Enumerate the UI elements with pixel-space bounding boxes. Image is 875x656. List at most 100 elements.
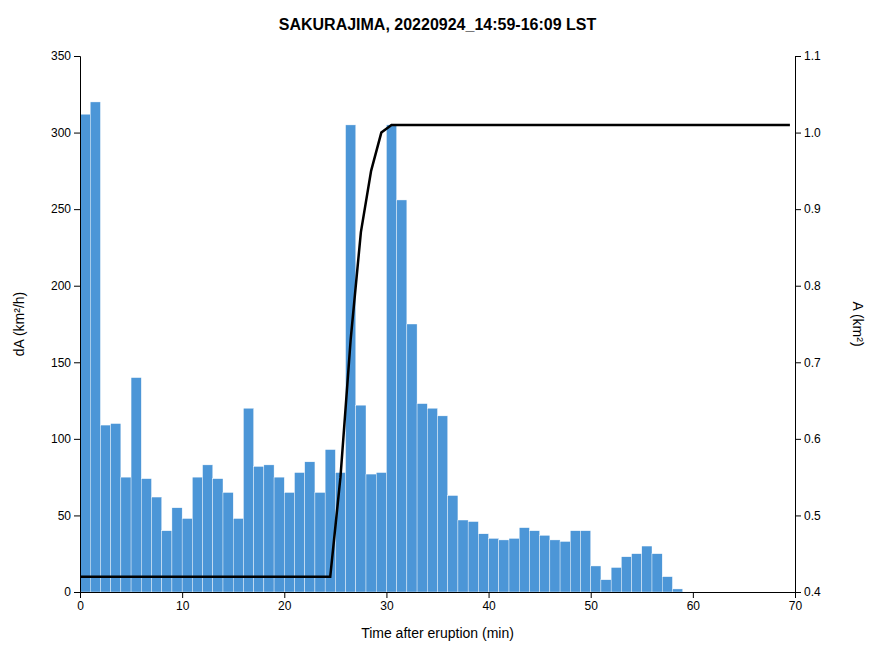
tick-mark [284,592,285,598]
bar [775,592,785,593]
bar [172,508,182,592]
tick-label: 50 [585,599,599,613]
tick-label: 100 [51,432,71,446]
tick-label: 1.1 [804,49,821,63]
tick-mark [489,592,490,598]
tick-label: 50 [58,509,72,523]
tick-label: 0.7 [804,356,821,370]
tick: 0.7 [795,356,821,370]
tick: 0 [77,592,84,613]
tick: 0.9 [795,202,821,216]
tick-mark [74,286,80,287]
tick: 50 [58,509,80,523]
bar [540,535,550,592]
tick-mark [795,439,801,440]
tick-mark [74,439,80,440]
x-axis-title: Time after eruption (min) [361,625,514,641]
tick-label: 70 [789,599,803,613]
bar [346,125,356,592]
tick: 0.4 [795,585,821,599]
tick-mark [74,209,80,210]
tick: 60 [687,592,701,613]
bar [162,531,172,592]
bar [478,534,488,592]
bar [509,538,519,592]
bars [80,102,683,592]
tick: 0.8 [795,279,821,293]
tick-label: 0 [77,599,84,613]
bar [703,592,713,593]
bar [264,465,274,592]
tick-label: 350 [51,49,71,63]
chart: 0102030405060700501001502002503003500.40… [0,0,875,656]
bar [192,477,202,592]
axis-domain [74,57,81,593]
bar [519,528,529,592]
bar [397,200,407,592]
tick-mark [795,209,801,210]
bar [734,592,744,593]
bar [386,125,396,592]
bar [213,479,223,592]
tick-label: 200 [51,279,71,293]
tick-label: 300 [51,126,71,140]
tick: 250 [51,202,80,216]
bar [131,378,141,592]
tick-mark [74,133,80,134]
bar [80,114,90,592]
tick: 300 [51,126,80,140]
tick-label: 20 [278,599,292,613]
y2-axis: 0.40.50.60.70.80.91.01.1 [795,49,821,599]
tick-mark [591,592,592,598]
bar [295,473,305,592]
y2-axis-title: A (km²) [850,301,866,346]
bar [111,424,121,592]
bar [407,324,417,592]
title: SAKURAJIMA, 20220924_14:59-16:09 LST [279,16,597,33]
tick-label: 250 [51,202,71,216]
bar [570,531,580,592]
bar [744,592,754,593]
bar [489,538,499,592]
tick: 200 [51,279,80,293]
bar [581,531,591,592]
bar [458,520,468,592]
tick-mark [693,592,694,598]
bar [417,404,427,592]
bar [468,522,478,592]
tick-label: 0.4 [804,585,821,599]
tick-mark [182,592,183,598]
tick-label: 0.6 [804,432,821,446]
bar [376,473,386,592]
bar [438,416,448,592]
tick: 30 [380,592,394,613]
tick: 20 [278,592,292,613]
bar [662,577,672,592]
bar [366,474,376,592]
tick-mark [74,56,80,57]
y-axis-title: dA (km²/h) [11,292,27,357]
tick: 100 [51,432,80,446]
tick: 0 [64,585,80,599]
tick: 50 [585,592,599,613]
tick-label: 10 [176,599,190,613]
tick-mark [74,515,80,516]
bar [672,589,682,592]
bar [713,592,723,593]
bar [529,531,539,592]
tick-mark [795,592,801,593]
bar [448,496,458,592]
bar [356,405,366,592]
bar [611,567,621,592]
bar [233,518,243,592]
bar [427,408,437,592]
tick: 0.5 [795,509,821,523]
bar [305,462,315,592]
bar [642,546,652,592]
tick: 40 [482,592,496,613]
bar [335,473,345,592]
tick-label: 0.9 [804,202,821,216]
bar [182,518,192,592]
bar [203,465,213,592]
tick: 350 [51,49,80,63]
